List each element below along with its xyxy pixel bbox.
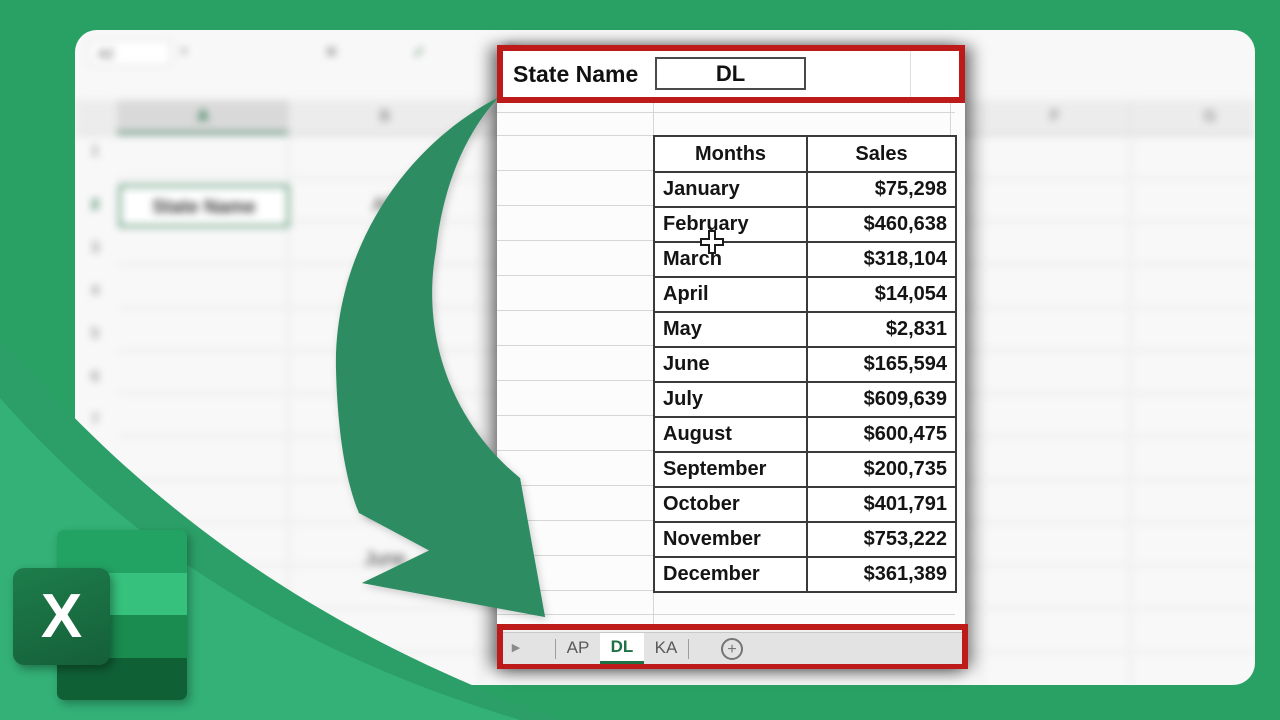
table-row: May $2,831 <box>653 311 957 348</box>
table-row: July $609,639 <box>653 381 957 418</box>
cell-a2-state-name[interactable]: State Name <box>119 185 289 227</box>
sales-cell[interactable]: $318,104 <box>806 241 957 278</box>
new-sheet-button[interactable]: + <box>721 637 743 660</box>
month-cell[interactable]: March <box>653 241 808 278</box>
formula-cancel-icon[interactable]: ✕ <box>325 44 338 61</box>
sheet-tab-ap[interactable]: AP <box>566 638 590 657</box>
excel-logo: X <box>13 528 213 706</box>
grid-vline <box>1130 100 1131 685</box>
column-header-f[interactable]: F <box>1050 108 1060 125</box>
sales-cell[interactable]: $2,831 <box>806 311 957 348</box>
sales-cell[interactable]: $165,594 <box>806 346 957 383</box>
formula-enter-icon[interactable]: ✓ <box>413 44 426 61</box>
row-number-3[interactable]: 3 <box>90 239 100 256</box>
table-row: January $75,298 <box>653 171 957 208</box>
month-cell[interactable]: May <box>653 311 808 348</box>
month-cell[interactable]: June <box>653 346 808 383</box>
bg-cell-month[interactable]: March <box>358 416 412 437</box>
state-value-cell[interactable]: DL <box>655 57 806 90</box>
month-cell[interactable]: December <box>653 556 808 593</box>
sheet-tab-bar: ▶ AP DL KA + <box>503 632 962 664</box>
name-box-caret-icon[interactable]: ▾ <box>181 44 188 58</box>
row-number-7[interactable]: 7 <box>90 411 100 428</box>
sales-cell[interactable]: $361,389 <box>806 556 957 593</box>
grid-vline <box>481 100 482 685</box>
table-row: December $361,389 <box>653 556 957 593</box>
sales-cell[interactable]: $200,735 <box>806 451 957 488</box>
row-number-6[interactable]: 6 <box>90 368 100 385</box>
excel-x-icon: X <box>13 568 110 665</box>
name-box[interactable]: A2 <box>89 40 171 66</box>
state-name-label: State Name <box>513 61 639 87</box>
month-cell[interactable]: January <box>653 171 808 208</box>
sheet-tab-ka[interactable]: KA <box>654 638 678 657</box>
panel-gridline <box>497 112 955 113</box>
month-cell[interactable]: October <box>653 486 808 523</box>
row-number-5[interactable]: 5 <box>90 325 100 342</box>
cell-b2-state-value[interactable]: AP <box>372 195 398 216</box>
month-cell[interactable]: August <box>653 416 808 453</box>
column-header-a[interactable]: A <box>117 100 289 134</box>
table-row: August $600,475 <box>653 416 957 453</box>
panel-gridline <box>910 51 911 97</box>
month-cell[interactable]: November <box>653 521 808 558</box>
zoomed-sheet-panel: Months Sales January $75,298 February $4… <box>497 45 965 668</box>
table-row: September $200,735 <box>653 451 957 488</box>
month-cell[interactable]: February <box>653 206 808 243</box>
column-header-g[interactable]: G <box>1203 108 1217 125</box>
bg-cell-month[interactable]: June <box>364 549 406 570</box>
month-cell[interactable]: July <box>653 381 808 418</box>
table-row: November $753,222 <box>653 521 957 558</box>
bg-cell-month[interactable]: May <box>367 502 403 523</box>
column-header-b[interactable]: B <box>379 108 391 125</box>
tab-scroll-icon[interactable]: ▶ <box>511 642 521 654</box>
sales-cell[interactable]: $75,298 <box>806 171 957 208</box>
logo-band <box>57 530 187 573</box>
month-cell[interactable]: September <box>653 451 808 488</box>
bg-cell-month[interactable]: January <box>351 321 419 342</box>
bg-cell-month[interactable]: February <box>346 369 424 390</box>
sales-cell[interactable]: $609,639 <box>806 381 957 418</box>
table-header-row: Months Sales <box>653 135 957 173</box>
bg-cell-months-header[interactable]: Months <box>351 277 419 298</box>
months-column-header[interactable]: Months <box>653 135 808 173</box>
row-number-1[interactable]: 1 <box>90 142 100 159</box>
sales-column-header[interactable]: Sales <box>806 135 957 173</box>
row-number-2[interactable]: 2 <box>90 196 100 213</box>
table-row: March $318,104 <box>653 241 957 278</box>
table-row: February $460,638 <box>653 206 957 243</box>
state-row-highlight-box: State Name DL <box>497 45 965 103</box>
row-number-4[interactable]: 4 <box>90 282 100 299</box>
sales-cell[interactable]: $14,054 <box>806 276 957 313</box>
sales-table: Months Sales January $75,298 February $4… <box>653 135 957 593</box>
sheet-tab-dl-active[interactable]: DL <box>600 633 644 664</box>
table-row: June $165,594 <box>653 346 957 383</box>
sales-cell[interactable]: $753,222 <box>806 521 957 558</box>
table-row: October $401,791 <box>653 486 957 523</box>
month-cell[interactable]: April <box>653 276 808 313</box>
table-row: April $14,054 <box>653 276 957 313</box>
grid-vline <box>980 100 981 685</box>
panel-gridline <box>497 614 955 615</box>
tab-divider <box>688 638 689 659</box>
tab-spacer <box>529 633 555 664</box>
bg-cell-month[interactable]: April <box>365 459 404 480</box>
sales-cell[interactable]: $600,475 <box>806 416 957 453</box>
sales-cell[interactable]: $401,791 <box>806 486 957 523</box>
tab-bar-highlight-box: ▶ AP DL KA + <box>497 624 968 669</box>
sales-cell[interactable]: $460,638 <box>806 206 957 243</box>
